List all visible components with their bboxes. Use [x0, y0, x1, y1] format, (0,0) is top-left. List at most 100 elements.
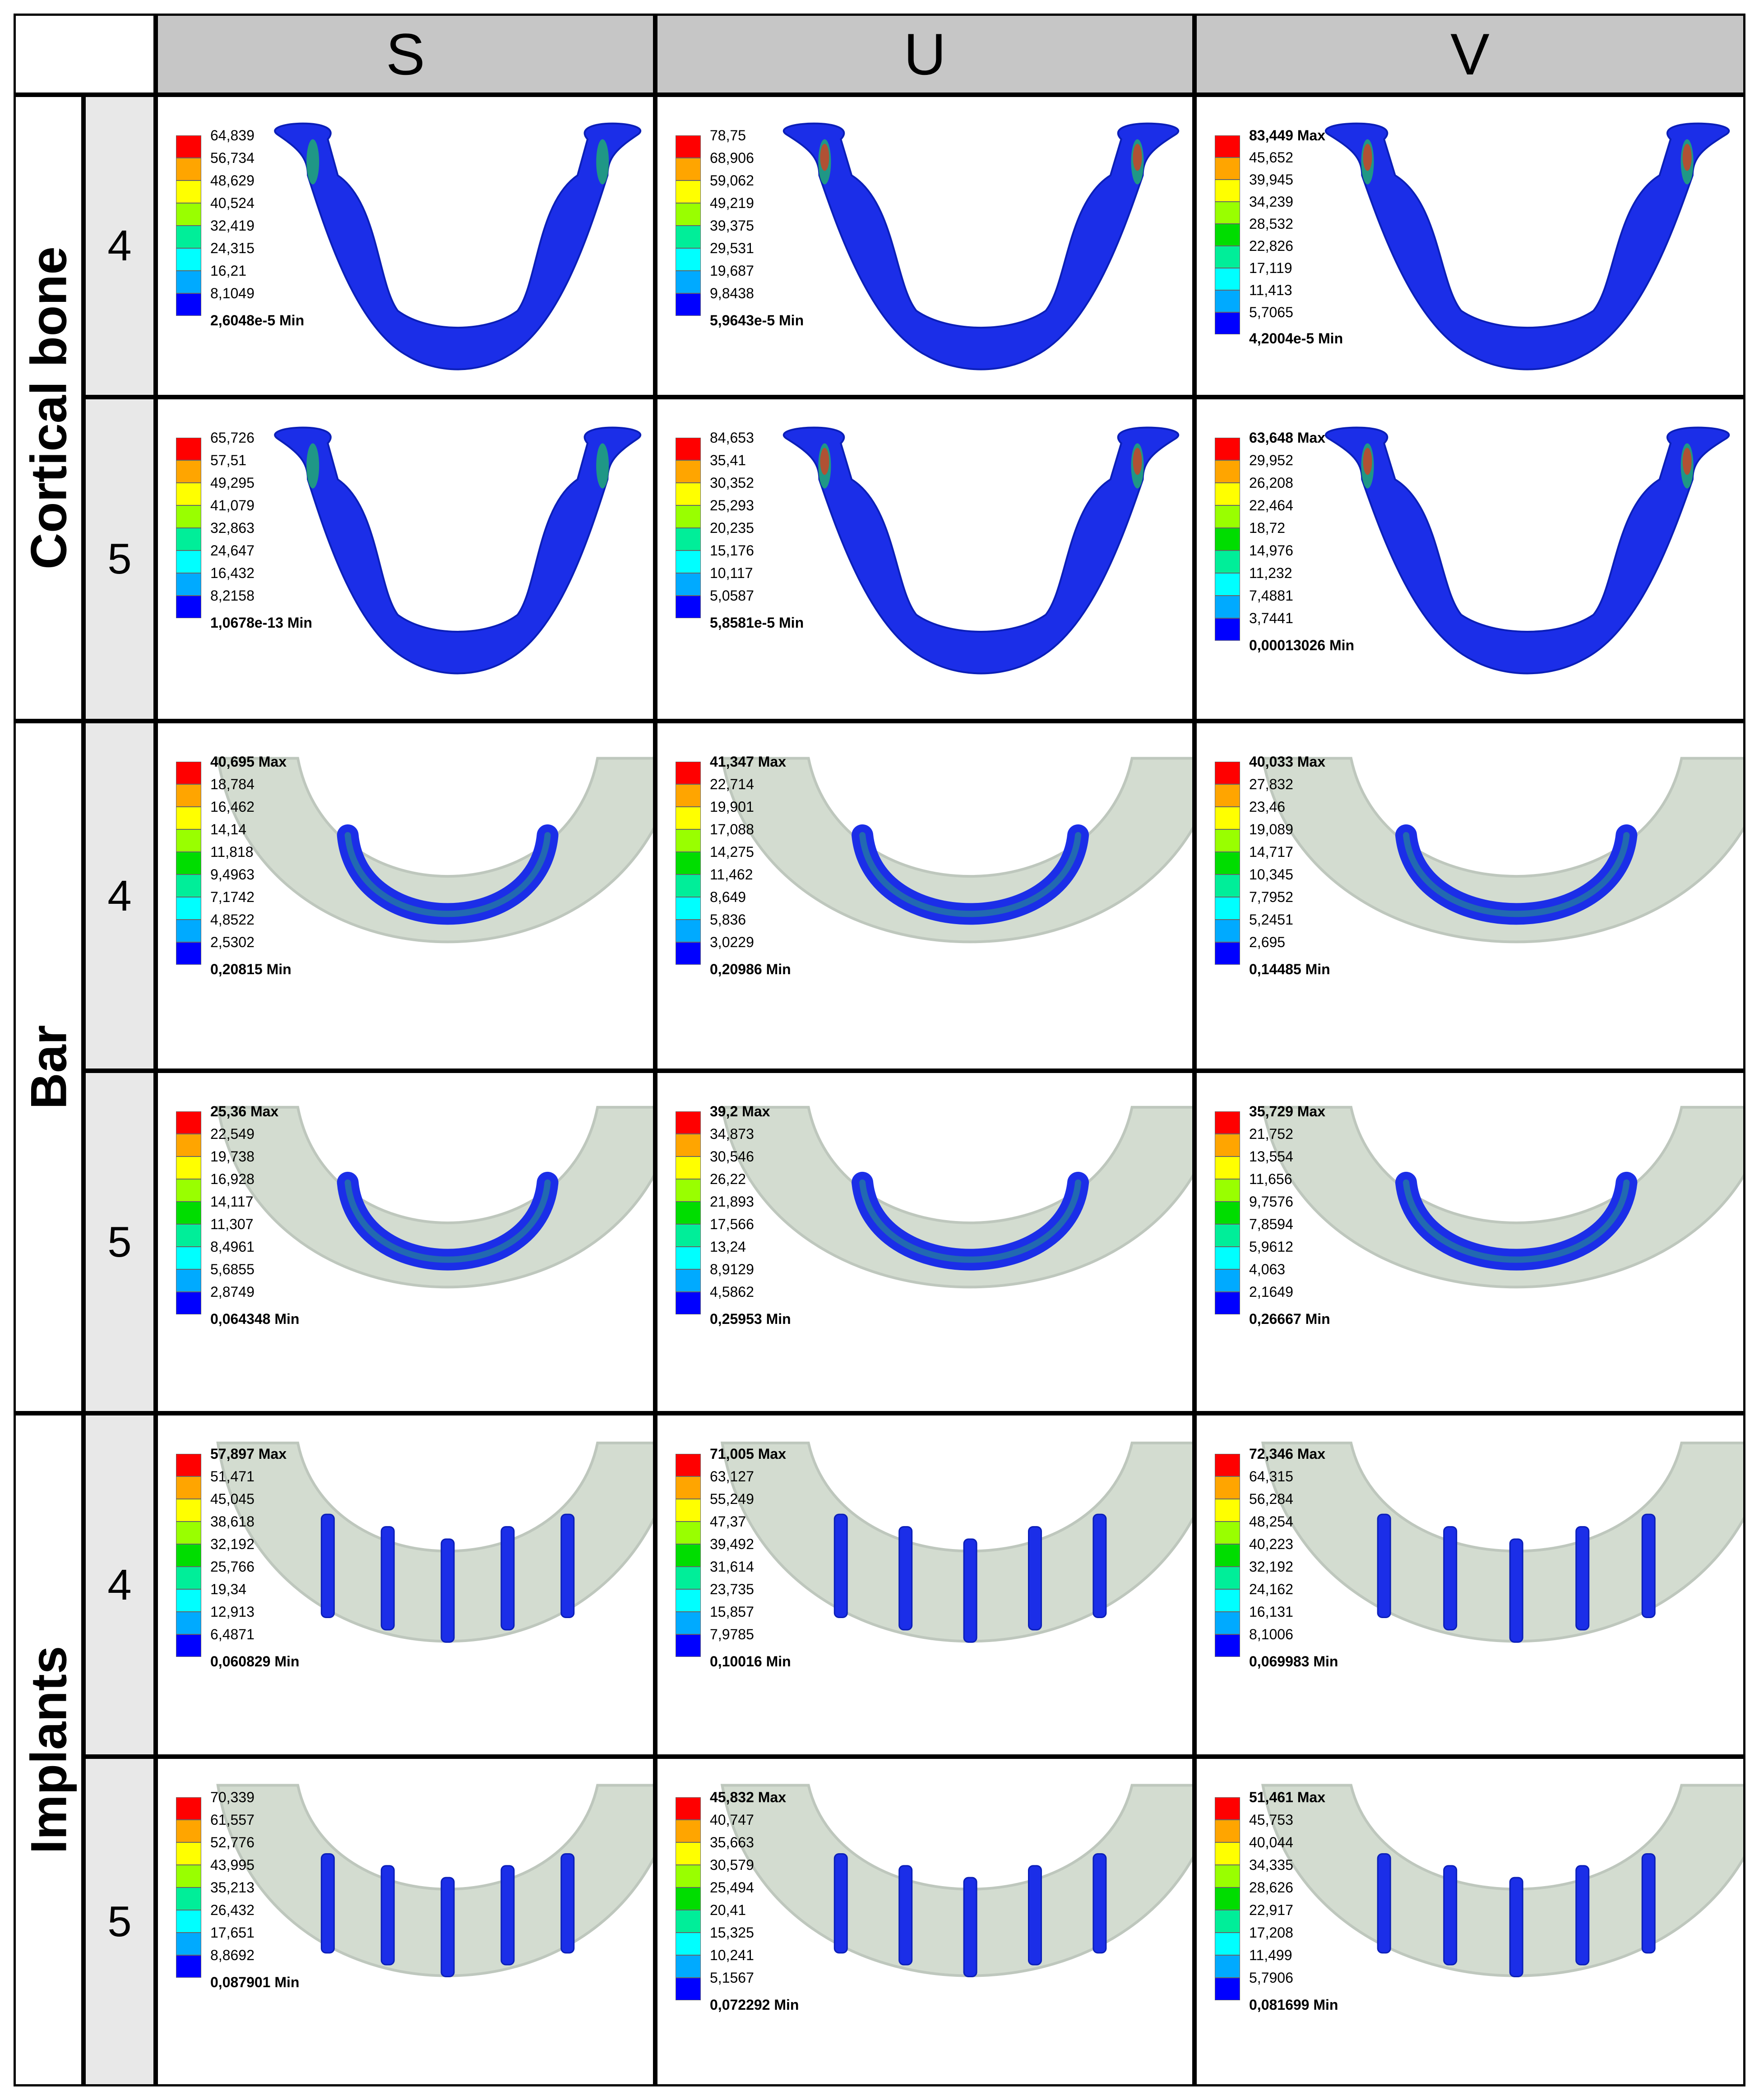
legend-value: 9,8438 — [710, 285, 754, 301]
legend-value: 34,873 — [710, 1126, 754, 1142]
legend-value: 24,315 — [210, 240, 255, 256]
legend-swatch — [1215, 807, 1240, 829]
legend-value: 4,063 — [1249, 1261, 1286, 1277]
legend-value: 28,626 — [1249, 1879, 1293, 1896]
color-scale-legend: 84,653 35,41 30,352 25,293 20,235 15,176 10,11… — [676, 426, 847, 648]
legend-swatch — [176, 1499, 201, 1522]
legend-value: 7,7952 — [1249, 889, 1293, 905]
legend-swatch — [176, 1634, 201, 1657]
sub-row-label: 5 — [83, 1071, 156, 1413]
legend-swatch — [1215, 312, 1240, 334]
color-scale-legend: 51,461 Max 45,753 40,044 34,335 28,626 22,917… — [1215, 1786, 1386, 2030]
legend-value: 39,375 — [710, 217, 754, 234]
jaw-with-bar — [216, 757, 653, 944]
legend-swatch — [1215, 1820, 1240, 1842]
legend-value: 23,735 — [710, 1581, 754, 1597]
legend-swatch — [676, 1978, 701, 2000]
result-cell-bone: 64,839 56,734 48,629 40,524 32,419 24,315 16,2… — [156, 95, 655, 397]
legend-value: 23,46 — [1249, 799, 1286, 815]
legend-swatch — [176, 293, 201, 316]
legend-swatch — [176, 1522, 201, 1544]
legend-value: 19,687 — [710, 263, 754, 279]
legend-value: 11,413 — [1249, 282, 1292, 298]
legend-swatch — [1215, 1454, 1240, 1476]
legend-value: 5,836 — [710, 911, 746, 928]
legend-value: 57,51 — [210, 452, 247, 468]
legend-value: 9,7576 — [1249, 1193, 1293, 1210]
legend-swatch — [176, 1910, 201, 1933]
column-header-2: U — [655, 14, 1194, 95]
legend-value: 43,995 — [210, 1857, 255, 1873]
jaw-with-bar — [216, 1106, 653, 1289]
legend-value: 18,72 — [1249, 520, 1286, 536]
legend-swatch — [1215, 1476, 1240, 1499]
result-cell-bar: 41,347 Max 22,714 19,901 17,088 14,275 11,462… — [655, 721, 1194, 1071]
legend-value: 16,462 — [210, 799, 255, 815]
legend-value: 48,254 — [1249, 1513, 1293, 1530]
legend-swatch — [1215, 784, 1240, 807]
legend-value: 40,695 Max — [210, 754, 287, 770]
legend-swatch — [676, 920, 701, 942]
legend-value: 5,6855 — [210, 1261, 255, 1277]
legend-value: 14,976 — [1249, 542, 1293, 559]
legend-swatch — [676, 180, 701, 203]
color-scale-legend: 78,75 68,906 59,062 49,219 39,375 29,531 19,68… — [676, 124, 847, 345]
legend-swatch — [676, 942, 701, 965]
legend-swatch — [676, 1955, 701, 1978]
legend-value: 25,293 — [710, 497, 754, 513]
legend-swatch — [676, 505, 701, 528]
legend-swatch — [1215, 1522, 1240, 1544]
legend-value: 45,832 Max — [710, 1789, 787, 1805]
legend-swatch — [1215, 1910, 1240, 1933]
result-cell-bar: 40,695 Max 18,784 16,462 14,14 11,818 9,4963 7… — [156, 721, 655, 1071]
legend-value: 0,20986 Min — [710, 961, 791, 977]
implant-model-render — [720, 1441, 1192, 1643]
legend-swatch — [676, 1567, 701, 1589]
legend-value: 47,37 — [710, 1513, 746, 1530]
bone-model-render — [782, 122, 1180, 370]
legend-swatch — [176, 1179, 201, 1202]
legend-swatch — [1215, 1842, 1240, 1865]
legend-swatch — [176, 1156, 201, 1179]
bar-model-render — [216, 757, 653, 944]
legend-swatch — [1215, 268, 1240, 290]
legend-swatch — [176, 1134, 201, 1156]
result-cell-bone: 78,75 68,906 59,062 49,219 39,375 29,531 19,68… — [655, 95, 1194, 397]
legend-value: 14,117 — [210, 1193, 254, 1210]
legend-value: 16,131 — [1249, 1604, 1293, 1620]
legend-value: 25,766 — [210, 1559, 255, 1575]
legend-swatch — [676, 438, 701, 460]
legend-swatch — [176, 203, 201, 226]
legend-value: 19,34 — [210, 1581, 247, 1597]
legend-swatch — [1215, 245, 1240, 268]
legend-swatch — [176, 942, 201, 965]
bone-model-render — [1324, 122, 1730, 370]
legend-swatch — [676, 1454, 701, 1476]
legend-value: 56,284 — [1249, 1491, 1293, 1507]
row-group-text: Cortical bone — [20, 246, 77, 569]
mandible-shape — [274, 122, 642, 370]
legend-value: 30,352 — [710, 475, 754, 491]
legend-swatch — [1215, 1634, 1240, 1657]
legend-value: 56,734 — [210, 150, 255, 166]
legend-swatch — [676, 1111, 701, 1134]
column-header-3: V — [1194, 14, 1745, 95]
legend-swatch — [1215, 1292, 1240, 1314]
legend-value: 0,25953 Min — [710, 1311, 791, 1327]
legend-swatch — [1215, 1224, 1240, 1247]
legend-value: 8,1049 — [210, 285, 255, 301]
legend-value: 20,41 — [710, 1902, 746, 1918]
implant-model-render — [1261, 1441, 1743, 1643]
legend-value: 22,826 — [1249, 237, 1293, 254]
color-scale-legend: 65,726 57,51 49,295 41,079 32,863 24,647 16,43… — [176, 426, 347, 648]
legend-swatch — [1215, 829, 1240, 852]
legend-value: 32,419 — [210, 217, 255, 234]
legend-swatch — [676, 1476, 701, 1499]
legend-value: 59,062 — [710, 172, 754, 189]
legend-swatch — [176, 1224, 201, 1247]
legend-swatch — [676, 248, 701, 271]
legend-value: 8,4961 — [210, 1239, 255, 1255]
implant-model-render — [1261, 1784, 1743, 1977]
result-cell-implant: 71,005 Max 63,127 55,249 47,37 39,492 31,614 2… — [655, 1413, 1194, 1757]
legend-value: 48,629 — [210, 172, 255, 189]
